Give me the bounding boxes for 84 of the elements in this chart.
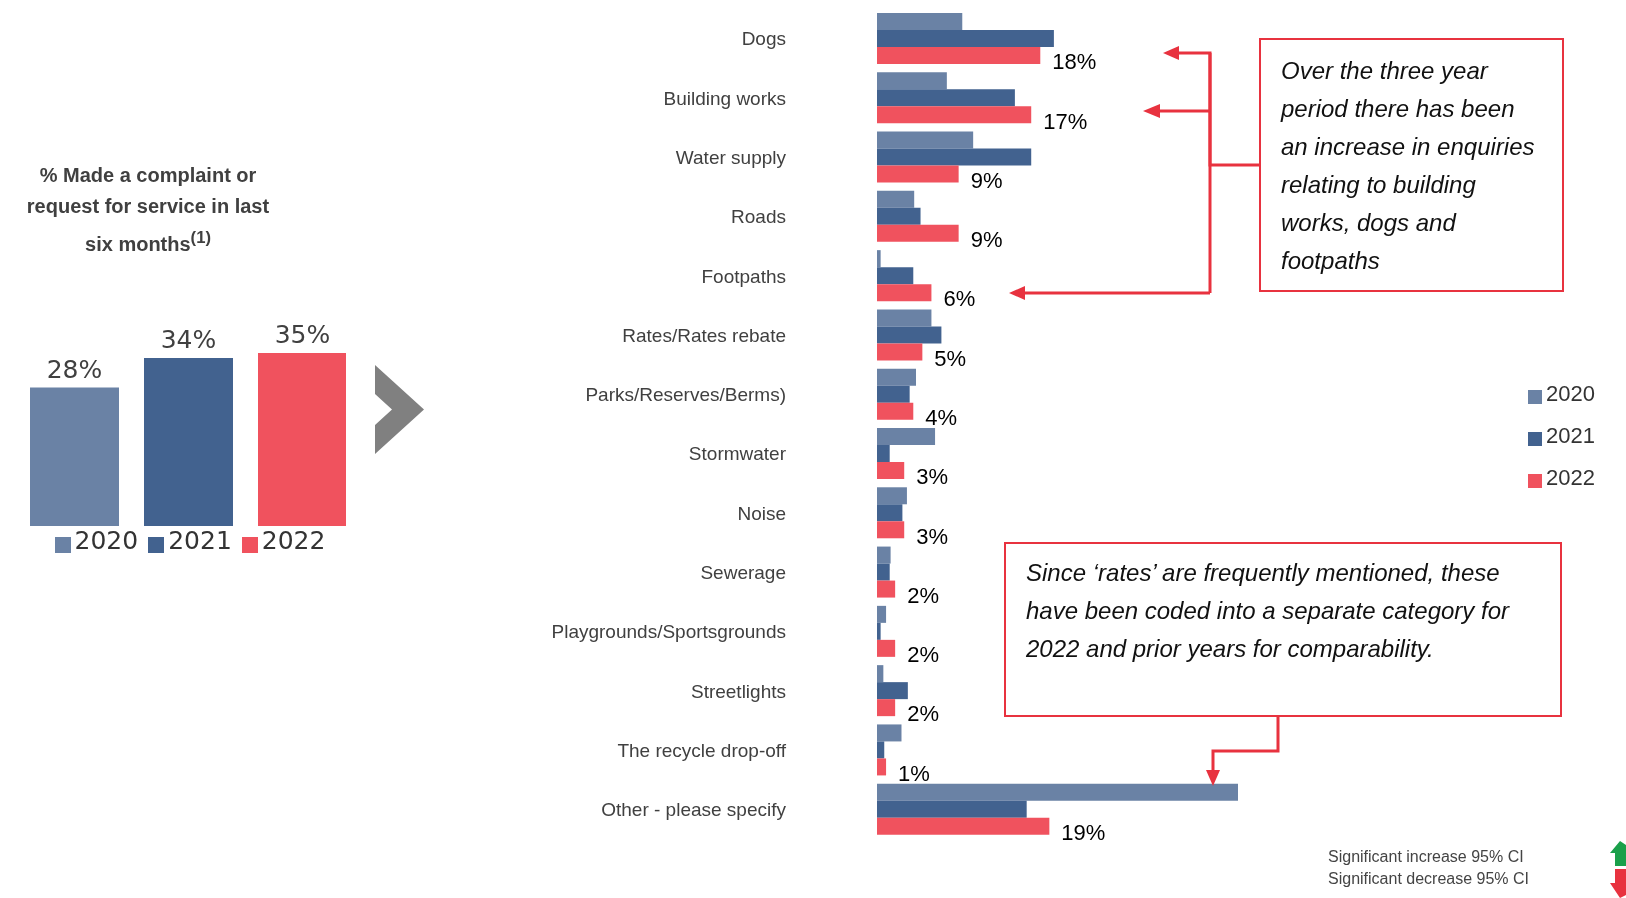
legend-label: 2021 (1546, 423, 1595, 448)
bar (877, 665, 884, 683)
chart-title: % Made a complaint or request for service in last six months$^{(1)}$ (25, 163, 271, 257)
bar (877, 605, 887, 623)
data-label: 6% (943, 286, 976, 312)
data-label: 18% (1052, 49, 1097, 75)
y-tick-label: Other - please specify (601, 799, 787, 821)
bar (877, 622, 881, 640)
data-label: 5% (934, 345, 967, 371)
bar (877, 402, 914, 420)
bar (877, 504, 903, 522)
legend-label: 2020 (74, 526, 139, 555)
bar (877, 148, 1032, 166)
bar (877, 385, 910, 403)
bar (877, 758, 887, 776)
y-tick-label: Roads (731, 206, 786, 228)
bar (877, 309, 932, 327)
data-label: 19% (1061, 820, 1106, 846)
y-tick-label: Footpaths (701, 265, 786, 287)
legend-label: 2022 (261, 526, 326, 555)
y-tick-label: The recycle drop-off (617, 739, 787, 761)
bar (877, 267, 914, 285)
bar (877, 224, 959, 242)
legend-label: 2022 (1546, 465, 1595, 490)
y-tick-label: Noise (737, 502, 786, 524)
data-label: 9% (970, 167, 1003, 193)
y-tick-label: Rates/Rates rebate (622, 324, 786, 346)
bar (877, 563, 890, 581)
text: Over the three year period there has been an increase in enquiries relating to building works, dogs and footpaths (1259, 38, 1564, 292)
annotation: Since ‘rates’ are frequently mentioned, these have been coded into a separate category for 2022 and prior years for comparability. (1004, 542, 1562, 717)
bar (877, 106, 1032, 124)
bar (877, 47, 1041, 64)
data-label: 3% (916, 523, 949, 549)
bar (877, 462, 905, 479)
bar (877, 521, 905, 539)
y-tick-label: Building works (663, 87, 786, 109)
text: Significant increase 95% CI (1328, 847, 1524, 867)
data-label: 4% (925, 405, 958, 431)
bar (877, 207, 921, 225)
y-tick-label: Playgrounds/Sportsgrounds (551, 621, 786, 643)
bar (877, 13, 963, 30)
bar (877, 800, 1027, 818)
data-label: 9% (970, 227, 1003, 253)
legend-label: 2021 (168, 526, 232, 555)
bar (877, 428, 936, 445)
data-label: 35% (274, 320, 331, 349)
y-tick-label: Streetlights (690, 680, 786, 702)
data-label: 17% (1043, 108, 1088, 134)
bar (877, 72, 947, 90)
bar (877, 817, 1050, 835)
bar (877, 445, 890, 462)
y-tick-label: Dogs (741, 28, 786, 50)
bar (877, 326, 942, 344)
data-label: 2% (907, 582, 939, 608)
bar (877, 783, 1239, 801)
bar (877, 724, 902, 742)
data-label: 2% (907, 701, 939, 727)
bar (877, 89, 1015, 107)
bar (877, 639, 896, 657)
bar (877, 284, 932, 302)
bar (877, 368, 917, 386)
data-label: 28% (46, 354, 103, 384)
bar (877, 165, 959, 183)
legend-label: 2020 (1546, 381, 1595, 406)
bar (877, 250, 881, 268)
bar (877, 487, 907, 505)
data-label: 34% (160, 324, 217, 354)
bar (877, 682, 908, 700)
y-tick-label: Sewerage (700, 561, 786, 583)
bar (877, 343, 923, 361)
data-label: 3% (916, 464, 949, 490)
y-tick-label: Stormwater (688, 443, 787, 465)
data-label: 1% (898, 760, 930, 786)
bar (877, 30, 1054, 47)
bar (877, 546, 891, 564)
y-tick-label: Water supply (675, 146, 787, 168)
bar (877, 131, 974, 149)
bar (877, 190, 915, 208)
bar (877, 580, 896, 598)
bar (877, 741, 885, 759)
data-label: 2% (907, 642, 939, 668)
bar (877, 699, 896, 717)
y-tick-label: Parks/Reserves/Berms) (585, 384, 786, 406)
text: Significant decrease 95% CI (1328, 869, 1529, 889)
